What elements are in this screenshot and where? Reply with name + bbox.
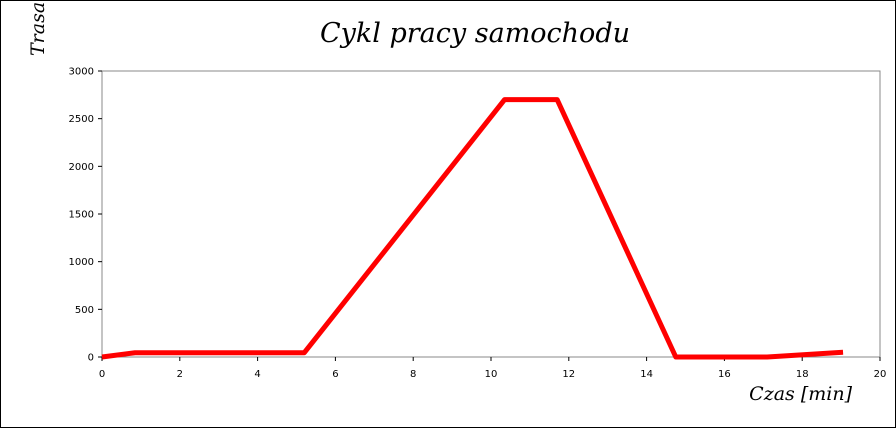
chart-title: Cykl pracy samochodu <box>320 18 630 49</box>
x-tick-label: 6 <box>332 369 338 380</box>
y-axis-label: Trasa <box>27 2 49 56</box>
x-tick-label: 16 <box>718 369 731 380</box>
y-tick-label: 0 <box>88 353 94 364</box>
y-tick-label: 1000 <box>69 257 94 268</box>
x-tick-label: 18 <box>796 369 809 380</box>
x-axis-label: Czas [min] <box>749 383 852 405</box>
data-line <box>101 97 844 360</box>
y-tick-label: 500 <box>75 305 94 316</box>
y-tick-label: 2500 <box>69 114 94 125</box>
y-tick-label: 3000 <box>69 67 94 78</box>
x-tick-label: 10 <box>485 369 498 380</box>
x-tick-label: 2 <box>177 369 183 380</box>
x-tick-label: 8 <box>410 369 416 380</box>
x-tick-label: 14 <box>640 369 653 380</box>
x-tick-label: 12 <box>562 369 575 380</box>
y-tick-label: 1500 <box>69 210 94 221</box>
y-tick-label: 2000 <box>69 162 94 173</box>
x-tick-label: 0 <box>99 369 105 380</box>
x-tick-label: 4 <box>254 369 260 380</box>
x-tick-label: 20 <box>874 369 887 380</box>
